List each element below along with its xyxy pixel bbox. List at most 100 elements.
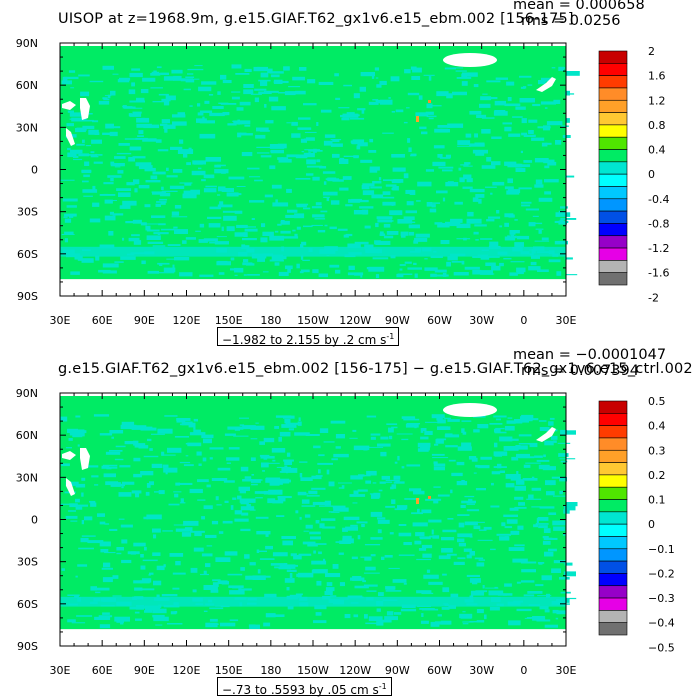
cyan-patch xyxy=(418,548,427,551)
cyan-patch xyxy=(496,603,504,607)
cyan-patch xyxy=(254,491,270,494)
cyan-patch xyxy=(431,414,445,419)
x-tick-label: 60E xyxy=(92,664,113,677)
cyan-patch xyxy=(280,230,291,234)
cyan-patch xyxy=(450,218,463,223)
y-tick-label: 0 xyxy=(31,514,38,527)
cyan-patch xyxy=(77,597,81,602)
cyan-patch xyxy=(389,532,394,535)
cyan-patch xyxy=(193,425,196,430)
cyan-patch xyxy=(535,228,544,230)
cyan-patch xyxy=(67,152,77,158)
cyan-patch xyxy=(77,564,88,567)
cyan-patch xyxy=(269,259,284,262)
cyan-patch xyxy=(71,622,86,624)
cyan-patch xyxy=(346,112,355,117)
cyan-patch xyxy=(260,81,268,86)
cyan-patch xyxy=(131,490,142,494)
cyan-patch xyxy=(297,491,307,496)
cyan-patch xyxy=(279,431,291,437)
cyan-patch xyxy=(295,90,306,95)
colorbar-label: 0 xyxy=(648,168,655,181)
cyan-patch xyxy=(417,181,432,187)
cyan-patch xyxy=(302,541,316,545)
cyan-patch xyxy=(232,120,241,122)
cyan-patch xyxy=(451,261,462,263)
cyan-patch xyxy=(345,204,353,207)
cyan-patch xyxy=(416,558,431,561)
cyan-patch xyxy=(133,240,142,245)
cyan-patch xyxy=(222,520,233,524)
cyan-patch xyxy=(203,570,207,575)
cyan-patch xyxy=(121,481,135,485)
cyan-patch xyxy=(366,597,374,601)
cyan-patch xyxy=(112,595,122,597)
x-tick-label: 90E xyxy=(134,664,155,677)
cyan-patch xyxy=(93,161,103,164)
cyan-patch xyxy=(239,101,251,106)
cyan-patch xyxy=(255,422,259,424)
colorbar-swatch xyxy=(598,400,628,414)
cyan-patch xyxy=(99,244,115,249)
cyan-patch xyxy=(538,525,548,529)
colorbar-swatch xyxy=(598,173,628,187)
cyan-patch xyxy=(142,77,156,82)
cyan-patch xyxy=(530,418,539,421)
cyan-patch xyxy=(475,153,485,156)
cyan-patch xyxy=(164,128,168,133)
cyan-patch xyxy=(499,470,505,473)
cyan-patch xyxy=(538,80,546,85)
cyan-patch xyxy=(234,510,243,515)
cyan-patch xyxy=(132,219,142,224)
top-chart-title: UISOP at z=1968.9m, g.e15.GIAF.T62_gx1v6… xyxy=(58,11,574,27)
cyan-patch xyxy=(480,270,493,275)
cyan-patch xyxy=(447,123,464,128)
cyan-patch xyxy=(220,103,237,105)
cyan-patch xyxy=(265,120,274,124)
cyan-patch xyxy=(546,593,551,598)
cyan-patch xyxy=(525,462,541,464)
cyan-patch xyxy=(100,598,110,602)
cyan-patch xyxy=(506,190,520,195)
cyan-patch xyxy=(462,186,473,189)
cyan-patch xyxy=(129,72,143,78)
cyan-patch xyxy=(478,529,487,531)
cyan-patch xyxy=(312,176,320,181)
cyan-patch xyxy=(420,428,424,433)
cyan-patch xyxy=(69,112,84,117)
cyan-patch xyxy=(338,482,352,484)
cyan-patch xyxy=(201,434,214,439)
cyan-patch xyxy=(321,518,336,521)
cyan-patch xyxy=(538,197,553,202)
cyan-patch xyxy=(120,424,137,430)
cyan-patch xyxy=(516,271,524,275)
cyan-patch xyxy=(167,447,182,453)
cyan-patch xyxy=(193,429,201,435)
cyan-patch xyxy=(428,117,434,120)
cyan-patch xyxy=(341,485,345,489)
cyan-patch xyxy=(81,169,92,174)
cyan-patch xyxy=(298,553,312,556)
cyan-patch xyxy=(194,531,202,537)
cyan-patch xyxy=(312,214,325,218)
cyan-patch xyxy=(521,454,525,458)
cyan-patch xyxy=(400,231,409,236)
cyan-patch xyxy=(74,255,83,260)
cyan-patch xyxy=(185,76,195,78)
cyan-patch xyxy=(343,155,359,157)
cyan-patch xyxy=(175,528,190,532)
colorbar-label: 2 xyxy=(648,45,655,58)
cyan-patch xyxy=(483,526,492,530)
cyan-patch xyxy=(528,130,534,134)
cyan-patch xyxy=(231,91,241,93)
cyan-patch xyxy=(262,271,269,273)
cyan-patch xyxy=(433,250,437,253)
cyan-patch xyxy=(279,564,296,569)
cyan-patch xyxy=(171,216,188,218)
cyan-patch xyxy=(326,582,333,587)
cyan-patch xyxy=(133,542,146,547)
cyan-patch xyxy=(547,161,557,166)
cyan-patch xyxy=(507,178,513,184)
cyan-patch xyxy=(75,498,80,503)
cyan-patch xyxy=(244,228,258,232)
